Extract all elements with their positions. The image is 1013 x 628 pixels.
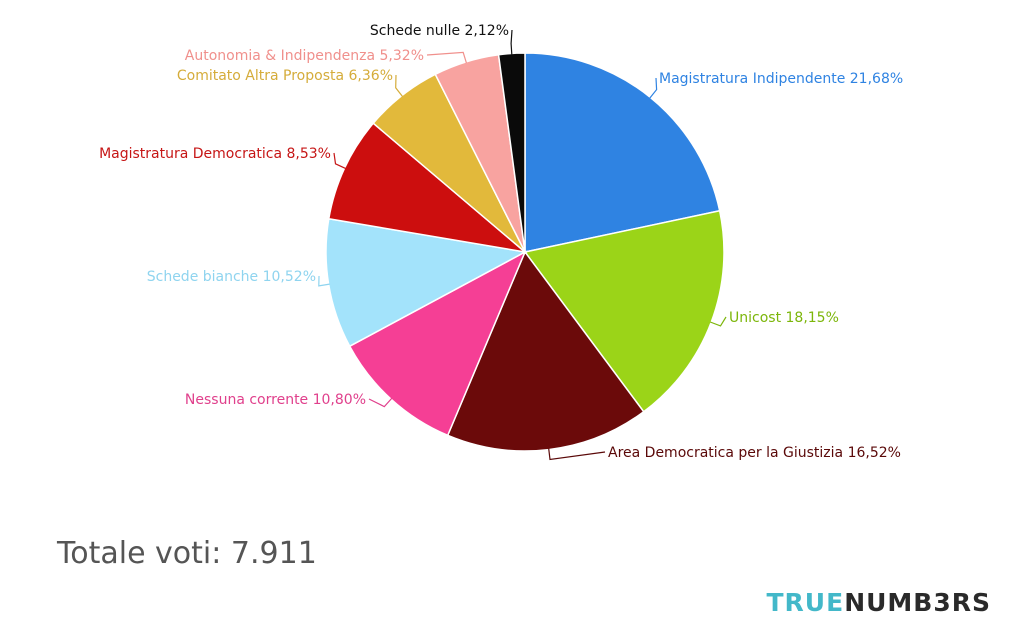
slice-label: Schede bianche 10,52% — [147, 269, 316, 285]
logo-part-true: TRUE — [766, 588, 845, 617]
logo-part-numbers: NUMB3RS — [844, 588, 991, 617]
leader-line — [649, 77, 658, 99]
leader-lines — [318, 29, 727, 461]
slice-label: Autonomia & Indipendenza 5,32% — [185, 48, 424, 64]
brand-logo: TRUENUMB3RS — [767, 588, 992, 617]
pie-slices — [325, 52, 725, 452]
leader-line — [709, 316, 727, 327]
slice-label: Area Democratica per la Giustizia 16,52% — [608, 445, 901, 461]
leader-line — [510, 29, 513, 55]
slice-label: Magistratura Indipendente 21,68% — [659, 71, 903, 87]
leader-line — [368, 397, 393, 408]
slice-label: Nessuna corrente 10,80% — [185, 392, 366, 408]
slice-label: Unicost 18,15% — [729, 310, 839, 326]
slice-label: Magistratura Democratica 8,53% — [99, 146, 331, 162]
total-votes: Totale voti: 7.911 — [57, 536, 317, 571]
slice-label: Comitato Altra Proposta 6,36% — [177, 68, 393, 84]
leader-line — [426, 51, 467, 64]
slice-label: Schede nulle 2,12% — [370, 23, 509, 39]
slice-labels: Magistratura Indipendente 21,68% Unicost … — [99, 23, 903, 461]
leader-line — [548, 448, 606, 461]
leader-line — [395, 74, 403, 97]
leader-line — [333, 152, 346, 169]
leader-line — [318, 275, 330, 287]
